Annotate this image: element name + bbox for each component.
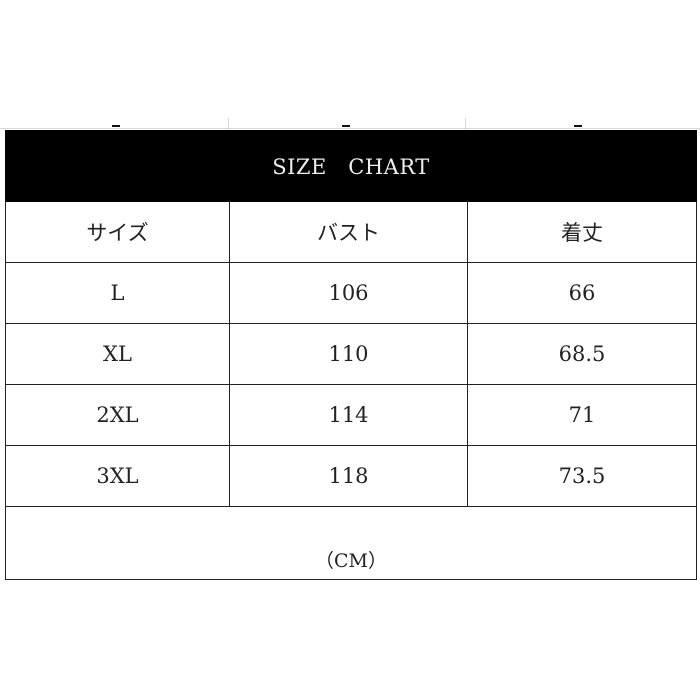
bust-cell: 114 [229,384,468,446]
size-cell: 2XL [5,384,230,446]
size-cell: L [5,262,230,324]
bust-cell: 106 [229,262,468,324]
bust-cell: 110 [229,323,468,385]
header-row: サイズ バスト 着丈 [5,201,697,263]
table-row: 3XL 118 73.5 [5,445,697,507]
gridline [228,118,229,130]
column-header: 着丈 [467,201,697,263]
table-row: XL 110 68.5 [5,323,697,385]
length-cell: 73.5 [467,445,697,507]
unit-note: （CM） [5,506,697,580]
gridline [465,118,466,130]
table-row: 2XL 114 71 [5,384,697,446]
size-chart-table: SIZE CHART サイズ バスト 着丈 L 106 66 XL 110 68… [5,130,697,580]
column-header: バスト [229,201,468,263]
column-header: サイズ [5,201,230,263]
bust-cell: 118 [229,445,468,507]
chart-title: SIZE CHART [5,130,697,202]
table-row: L 106 66 [5,262,697,324]
length-cell: 68.5 [467,323,697,385]
length-cell: 66 [467,262,697,324]
size-cell: XL [5,323,230,385]
size-cell: 3XL [5,445,230,507]
tick-mark [574,125,582,127]
tick-mark [342,125,350,127]
tick-mark [112,125,120,127]
length-cell: 71 [467,384,697,446]
gridline [0,128,700,129]
